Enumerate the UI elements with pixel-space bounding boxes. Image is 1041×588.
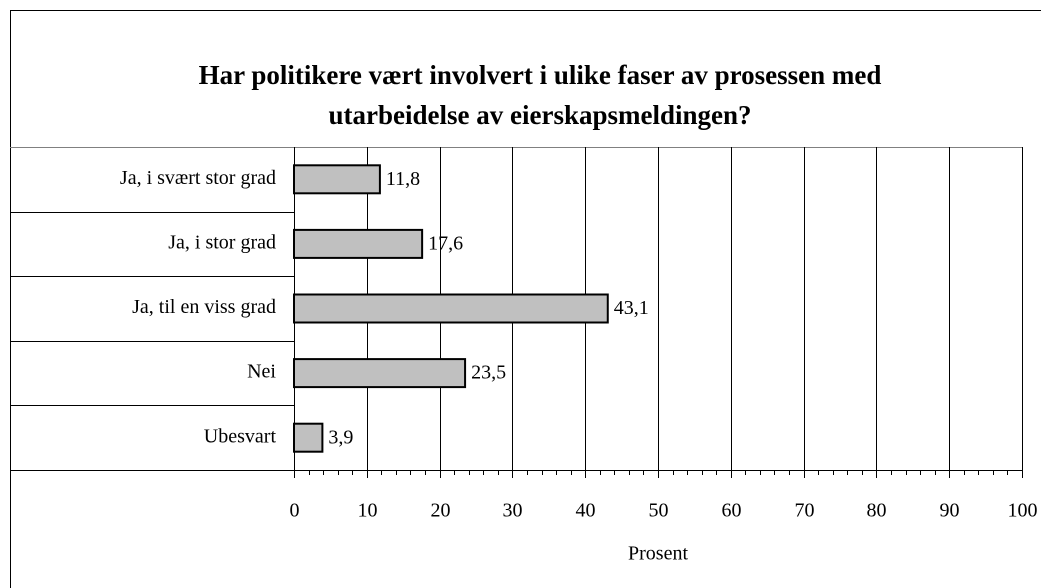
x-tick-label: 100: [1008, 500, 1038, 522]
x-tick-label: 80: [867, 500, 887, 522]
chart-title: utarbeidelse av eierskapsmeldingen?: [329, 100, 752, 130]
x-axis-label: Prosent: [628, 543, 688, 565]
y-tick-label: Nei: [247, 361, 276, 383]
x-tick-label: 30: [503, 500, 523, 522]
x-tick-label: 0: [290, 500, 300, 522]
x-tick-label: 90: [940, 500, 960, 522]
x-tick-label: 60: [722, 500, 742, 522]
bar: [293, 228, 424, 259]
y-tick-label: Ubesvart: [204, 425, 277, 447]
bar: [293, 164, 381, 195]
x-tick-label: 70: [795, 500, 815, 522]
x-tick-label: 50: [649, 500, 669, 522]
y-tick-label: Ja, i svært stor grad: [120, 167, 276, 189]
value-label: 3,9: [328, 426, 353, 448]
value-label: 43,1: [614, 297, 649, 319]
chart-title: Har politikere vært involvert i ulike fa…: [199, 60, 882, 90]
y-tick-label: Ja, til en viss grad: [132, 296, 276, 318]
value-label: 17,6: [428, 232, 463, 254]
bar: [293, 358, 467, 389]
x-tick-label: 40: [576, 500, 596, 522]
x-tick-label: 10: [358, 500, 378, 522]
y-tick-label: Ja, i stor grad: [168, 231, 276, 253]
bar: [293, 293, 609, 324]
value-label: 23,5: [471, 362, 506, 384]
bar: [293, 422, 324, 453]
value-label: 11,8: [386, 168, 420, 190]
x-tick-label: 20: [431, 500, 451, 522]
